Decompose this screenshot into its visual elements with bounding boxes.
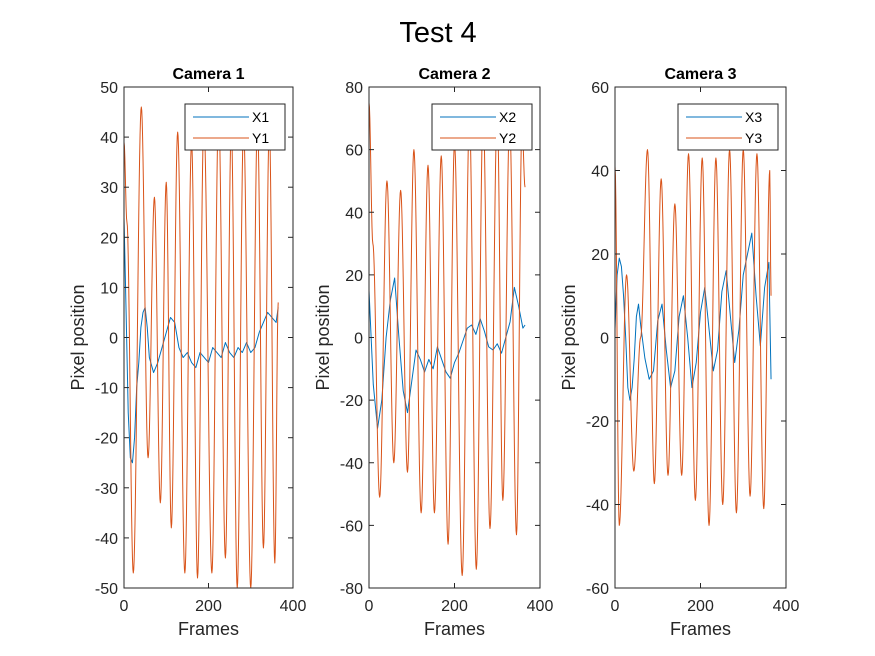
y-tick-label: 50 [100, 80, 118, 97]
x-tick-label: 0 [611, 598, 620, 615]
y-tick-label: 0 [354, 331, 363, 348]
legend-label: X1 [252, 109, 269, 125]
y-tick-label: 60 [591, 80, 609, 97]
legend-label: X2 [499, 109, 516, 125]
y-tick-label: 20 [100, 230, 118, 247]
x-tick-label: 0 [120, 598, 129, 615]
y-tick-label: 80 [345, 80, 363, 97]
x-tick-label: 200 [687, 598, 714, 615]
x-tick-label: 200 [441, 598, 468, 615]
y-tick-label: -60 [586, 581, 609, 598]
legend-box [678, 104, 778, 150]
plot-area [369, 87, 540, 588]
x-tick-label: 400 [280, 598, 307, 615]
legend-box [185, 104, 285, 150]
legend-label: Y1 [252, 130, 269, 146]
chart-title: Camera 1 [172, 66, 244, 83]
y-tick-label: 0 [109, 331, 118, 348]
y-tick-label: -20 [340, 393, 363, 410]
y-tick-label: -40 [586, 498, 609, 515]
y-tick-label: -20 [95, 431, 118, 448]
chart-title: Camera 2 [418, 66, 490, 83]
y-axis-label: Pixel position [559, 284, 579, 390]
y-axis-label: Pixel position [313, 284, 333, 390]
y-tick-label: 30 [100, 180, 118, 197]
x-tick-label: 200 [195, 598, 222, 615]
figure-title: Test 4 [399, 17, 476, 49]
y-tick-label: -80 [340, 581, 363, 598]
x-axis-label: Frames [670, 619, 731, 639]
panels: 0 200 400-50-40-30-20-1001020304050Camera … [68, 66, 799, 639]
y-axis-label: Pixel position [68, 284, 88, 390]
y-tick-label: 0 [600, 331, 609, 348]
y-tick-label: -30 [95, 481, 118, 498]
y-tick-label: -50 [95, 581, 118, 598]
x-tick-label: 400 [773, 598, 800, 615]
legend-label: X3 [745, 109, 762, 125]
x-axis-label: Frames [424, 619, 485, 639]
x-axis-label: Frames [178, 619, 239, 639]
x-tick-label: 400 [527, 598, 554, 615]
y-tick-label: 20 [345, 268, 363, 285]
chart-title: Camera 3 [664, 66, 736, 83]
y-tick-label: 20 [591, 247, 609, 264]
y-tick-label: 10 [100, 280, 118, 297]
y-tick-label: 40 [345, 205, 363, 222]
legend-label: Y3 [745, 130, 762, 146]
y-tick-label: -10 [95, 381, 118, 398]
y-tick-label: 60 [345, 143, 363, 160]
y-tick-label: -60 [340, 518, 363, 535]
y-tick-label: 40 [100, 130, 118, 147]
y-tick-label: -40 [95, 531, 118, 548]
y-tick-label: 40 [591, 164, 609, 181]
legend-box [432, 104, 532, 150]
y-tick-label: -20 [586, 414, 609, 431]
y-tick-label: -40 [340, 456, 363, 473]
legend-label: Y2 [499, 130, 516, 146]
x-tick-label: 0 [365, 598, 374, 615]
plot-area [124, 87, 293, 588]
